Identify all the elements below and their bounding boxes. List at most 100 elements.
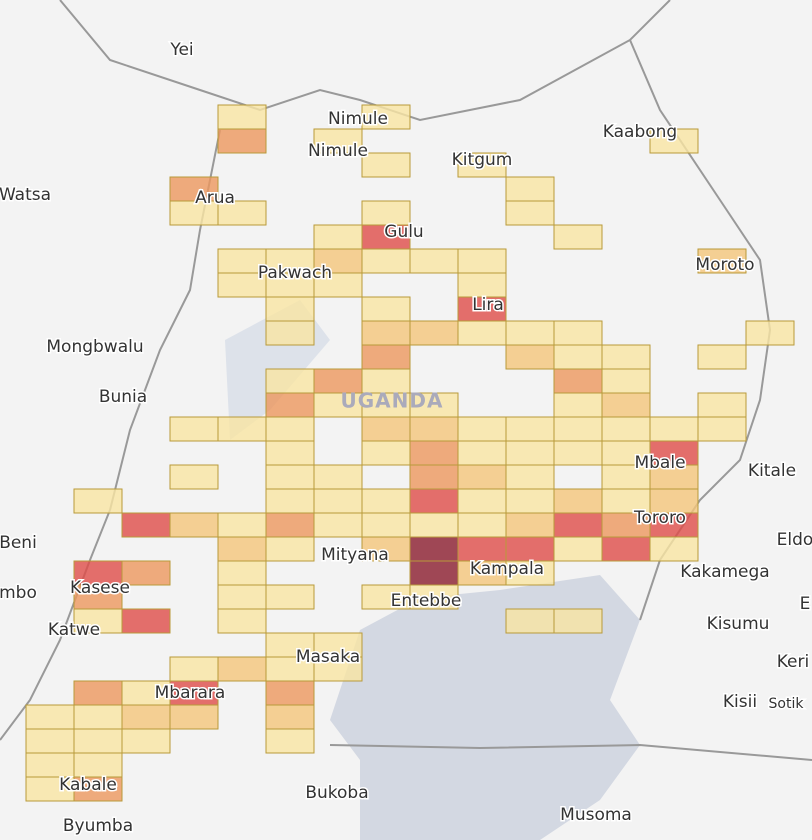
grid-cell bbox=[313, 656, 363, 682]
place-label: Tororo bbox=[633, 508, 686, 528]
grid-cell bbox=[505, 536, 555, 562]
border bbox=[329, 743, 812, 761]
grid-cell bbox=[265, 584, 315, 610]
grid-cell bbox=[409, 464, 459, 490]
grid-cell bbox=[361, 320, 411, 346]
grid-cell bbox=[361, 248, 411, 274]
place-label: mbo bbox=[0, 583, 37, 603]
place-label: Yei bbox=[169, 40, 193, 60]
grid-cell bbox=[121, 728, 171, 754]
place-label: Kitale bbox=[748, 461, 796, 481]
grid-cell bbox=[169, 464, 219, 490]
grid-cell bbox=[457, 272, 507, 298]
grid-cell bbox=[265, 392, 315, 418]
place-label: Mityana bbox=[321, 545, 389, 565]
place-label: Bukoba bbox=[305, 783, 368, 803]
place-label: Masaka bbox=[296, 647, 360, 667]
grid-cell bbox=[457, 296, 507, 322]
grid-cell bbox=[457, 152, 507, 178]
grid-cell bbox=[409, 320, 459, 346]
place-label: Kisii bbox=[723, 692, 757, 712]
place-label: Mongbwalu bbox=[46, 337, 143, 357]
labels: Yei Nimule Nimule Kitgum Kaabong Watsa Arua Gul… bbox=[0, 39, 812, 838]
place-label: Keri bbox=[777, 652, 809, 672]
grid-cell bbox=[505, 416, 555, 442]
grid-cell bbox=[217, 536, 267, 562]
grid-cell bbox=[169, 416, 219, 442]
grid-cell bbox=[361, 416, 411, 442]
grid-cell bbox=[73, 704, 123, 730]
grid-cell bbox=[121, 608, 171, 634]
place-label: Eldo bbox=[777, 530, 812, 550]
place-label: Kakamega bbox=[680, 562, 769, 582]
grid-cell bbox=[409, 584, 459, 610]
grid-cell bbox=[265, 728, 315, 754]
grid-cell bbox=[409, 512, 459, 538]
place-label: Nimule bbox=[328, 109, 388, 129]
grid-cell bbox=[553, 536, 603, 562]
grid-cell bbox=[409, 392, 459, 418]
place-label: Beni bbox=[0, 533, 37, 553]
place-label: E bbox=[800, 594, 811, 614]
grid-cell bbox=[505, 176, 555, 202]
lake-victoria bbox=[330, 575, 640, 840]
grid-cell bbox=[169, 656, 219, 682]
grid-cell bbox=[457, 488, 507, 514]
grid-cell bbox=[457, 464, 507, 490]
grid-cell bbox=[25, 776, 75, 802]
place-label: Watsa bbox=[0, 185, 51, 205]
grid-cell bbox=[553, 320, 603, 346]
grid-cell bbox=[361, 104, 411, 130]
grid-cell bbox=[457, 248, 507, 274]
grid-cell bbox=[745, 320, 795, 346]
place-label: Mbarara bbox=[155, 683, 226, 703]
grid-cell bbox=[649, 464, 699, 490]
grid-cell bbox=[649, 440, 699, 466]
grid-cell bbox=[217, 656, 267, 682]
grid-cell bbox=[457, 416, 507, 442]
place-label: Kasese bbox=[70, 578, 130, 598]
grid-cell bbox=[265, 440, 315, 466]
place-label: Pakwach bbox=[258, 263, 332, 283]
grid-cell bbox=[217, 608, 267, 634]
grid-cell bbox=[169, 512, 219, 538]
grid-cell bbox=[553, 392, 603, 418]
grid-cell bbox=[409, 536, 459, 562]
grid-cell bbox=[361, 440, 411, 466]
grid-cell bbox=[265, 488, 315, 514]
grid-cell bbox=[169, 704, 219, 730]
grid-cell bbox=[505, 512, 555, 538]
grid-cell bbox=[265, 368, 315, 394]
grid-cell bbox=[265, 464, 315, 490]
grid-cell bbox=[217, 104, 267, 130]
grid-cell bbox=[25, 704, 75, 730]
grid-cell bbox=[217, 512, 267, 538]
grid-cell bbox=[697, 344, 747, 370]
place-label: Kitgum bbox=[452, 150, 513, 170]
grid-cell bbox=[601, 392, 651, 418]
grid-cell bbox=[265, 536, 315, 562]
grid-cell bbox=[313, 272, 363, 298]
grid-cell bbox=[409, 440, 459, 466]
place-label: Bunia bbox=[99, 387, 147, 407]
grid-cell bbox=[73, 752, 123, 778]
grid-cell bbox=[553, 416, 603, 442]
grid-cell bbox=[505, 200, 555, 226]
grid-cell bbox=[121, 512, 171, 538]
place-label: Arua bbox=[195, 188, 235, 208]
place-label: Byumba bbox=[63, 816, 133, 836]
place-label: Mbale bbox=[634, 453, 685, 473]
place-label: UGANDA bbox=[341, 389, 444, 413]
grid-cell bbox=[409, 560, 459, 586]
grid-cell bbox=[649, 488, 699, 514]
grid-cell bbox=[265, 416, 315, 442]
grid-cell bbox=[409, 248, 459, 274]
border bbox=[59, 0, 671, 122]
place-label: Lira bbox=[472, 295, 504, 315]
grid-cell bbox=[313, 128, 363, 154]
grid-cell bbox=[73, 560, 123, 586]
grid-cell bbox=[313, 224, 363, 250]
grid-cell bbox=[73, 728, 123, 754]
grid-cell bbox=[121, 680, 171, 706]
